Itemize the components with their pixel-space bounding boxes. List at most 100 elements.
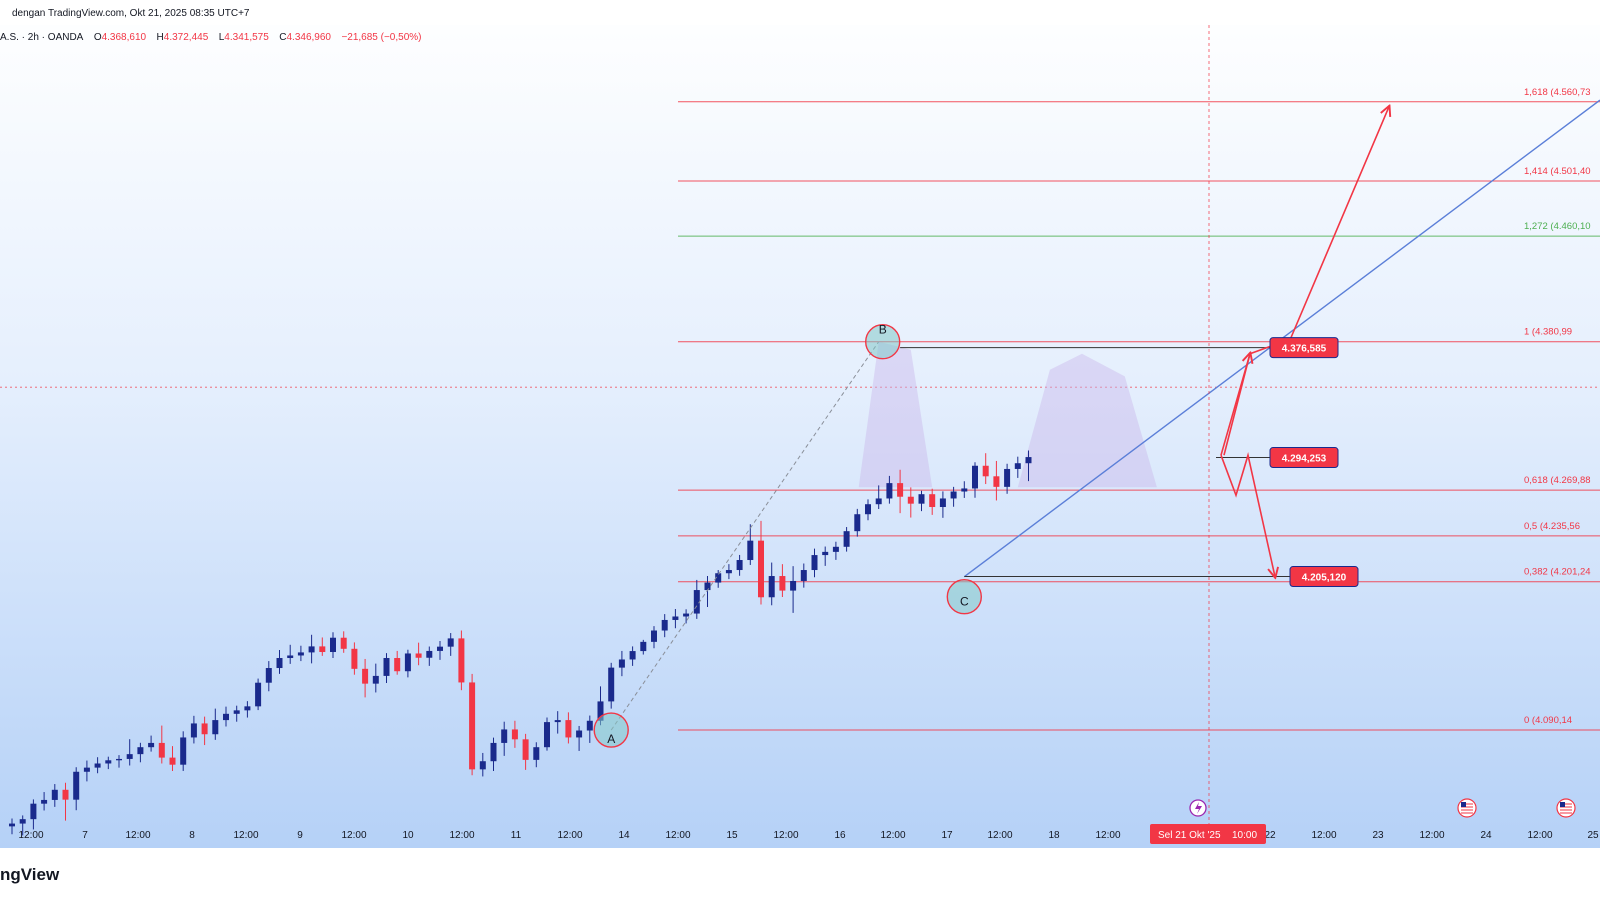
candle-body — [116, 758, 122, 761]
candle — [1014, 456, 1021, 478]
candle — [608, 662, 615, 709]
candle — [244, 701, 251, 718]
candle — [865, 499, 871, 521]
price-tag-label: 4.205,120 — [1302, 573, 1347, 584]
candle — [469, 673, 476, 776]
candle — [544, 717, 550, 751]
candle — [918, 490, 925, 512]
candle — [383, 653, 390, 683]
candle-body — [982, 465, 989, 477]
fib-label: 0,5 (4.235,56 — [1524, 521, 1580, 532]
price-tag: 4.294,253 — [1269, 447, 1339, 469]
time-tick: 12:00 — [1311, 830, 1336, 841]
candle-body — [73, 771, 80, 800]
candle-body — [843, 531, 850, 547]
candle-body — [287, 655, 294, 659]
wave-point-label: C — [960, 595, 969, 609]
candle — [618, 650, 625, 677]
scenario-arrow-down — [1220, 452, 1275, 576]
candle — [586, 715, 593, 743]
candle — [169, 746, 176, 771]
annotations[interactable]: 4.376,585 4.294,253 4.205,120 A B C — [593, 25, 1600, 828]
wave-point-circle — [865, 324, 901, 360]
fib-label: 1,618 (4.560,73 — [1524, 87, 1591, 98]
time-tick: 12:00 — [557, 830, 582, 841]
candle — [779, 564, 786, 597]
candle-body — [447, 638, 454, 647]
drawing-shapes[interactable] — [858, 341, 1157, 488]
candle — [180, 731, 187, 771]
price-tag: 4.376,585 — [1269, 337, 1339, 359]
candle — [768, 562, 775, 606]
us-flag-event-icon — [1457, 798, 1477, 818]
candle-body — [394, 658, 401, 672]
candle — [394, 650, 401, 675]
candle-body — [415, 653, 422, 658]
candle — [758, 520, 764, 605]
candle-body — [94, 763, 101, 768]
candle-body — [1014, 463, 1021, 469]
time-tick: 12:00 — [125, 830, 150, 841]
symbol-info: A.S. · 2h · OANDA — [0, 32, 84, 43]
time-tick: 22 — [1264, 830, 1276, 841]
candle — [993, 460, 1000, 501]
candle — [533, 742, 540, 768]
candle-body — [554, 720, 561, 723]
candle — [447, 633, 454, 656]
fib-label: 1,414 (4.501,40 — [1524, 166, 1591, 177]
candle — [297, 645, 304, 662]
candle-body — [62, 789, 69, 800]
tradingview-logo[interactable]: ngView — [0, 865, 60, 884]
candle-body — [372, 675, 379, 684]
candle — [961, 481, 968, 498]
candle-body — [404, 653, 411, 672]
wave-point-circle — [593, 712, 629, 748]
candle-body — [9, 823, 15, 827]
fibonacci-levels[interactable]: 1,618 (4.560,73 1,414 (4.501,40 1,272 (4.4… — [0, 87, 1600, 731]
time-tick: 12:00 — [1527, 830, 1552, 841]
flag-canton — [1560, 802, 1565, 807]
candle-body — [608, 667, 615, 702]
candle — [340, 631, 347, 653]
candle-body — [725, 570, 732, 574]
candle — [843, 527, 850, 552]
candle — [576, 725, 583, 751]
time-axis[interactable]: 12:00 7 12:00 8 12:00 9 12:00 10 12:00 11 12:00 14 1… — [18, 798, 1599, 844]
header-bar — [0, 0, 1600, 25]
ab-dashed-line — [610, 341, 880, 731]
flag-circle — [1556, 798, 1576, 818]
time-tick: 12:00 — [449, 830, 474, 841]
candle-body — [265, 668, 272, 683]
candle — [30, 799, 37, 830]
fib-label: 0,382 (4.201,24 — [1524, 567, 1591, 578]
candle — [265, 661, 272, 692]
candle — [800, 563, 807, 588]
candle — [105, 756, 112, 770]
candle-body — [897, 483, 904, 497]
time-tick: 10 — [402, 830, 414, 841]
candle — [661, 614, 668, 638]
time-tick: 23 — [1372, 830, 1384, 841]
time-tick: 18 — [1048, 830, 1060, 841]
candle — [319, 637, 326, 656]
candle — [522, 733, 529, 770]
time-tick: 12:00 — [665, 830, 690, 841]
candle — [158, 725, 165, 764]
plot-background — [0, 0, 1600, 848]
candle — [832, 541, 839, 560]
low-value: 4.341,575 — [224, 32, 269, 43]
candle-body — [533, 747, 540, 760]
candle-body — [597, 701, 604, 721]
wave-point-label: A — [607, 732, 615, 746]
candle-body — [190, 723, 197, 738]
candle — [554, 711, 561, 734]
candle — [939, 491, 946, 518]
candle — [362, 658, 369, 698]
candle — [672, 609, 679, 629]
candle — [51, 784, 58, 807]
candle — [651, 626, 657, 649]
time-tick: 24 — [1480, 830, 1492, 841]
candle-body — [19, 819, 26, 824]
candle-body — [437, 646, 443, 651]
